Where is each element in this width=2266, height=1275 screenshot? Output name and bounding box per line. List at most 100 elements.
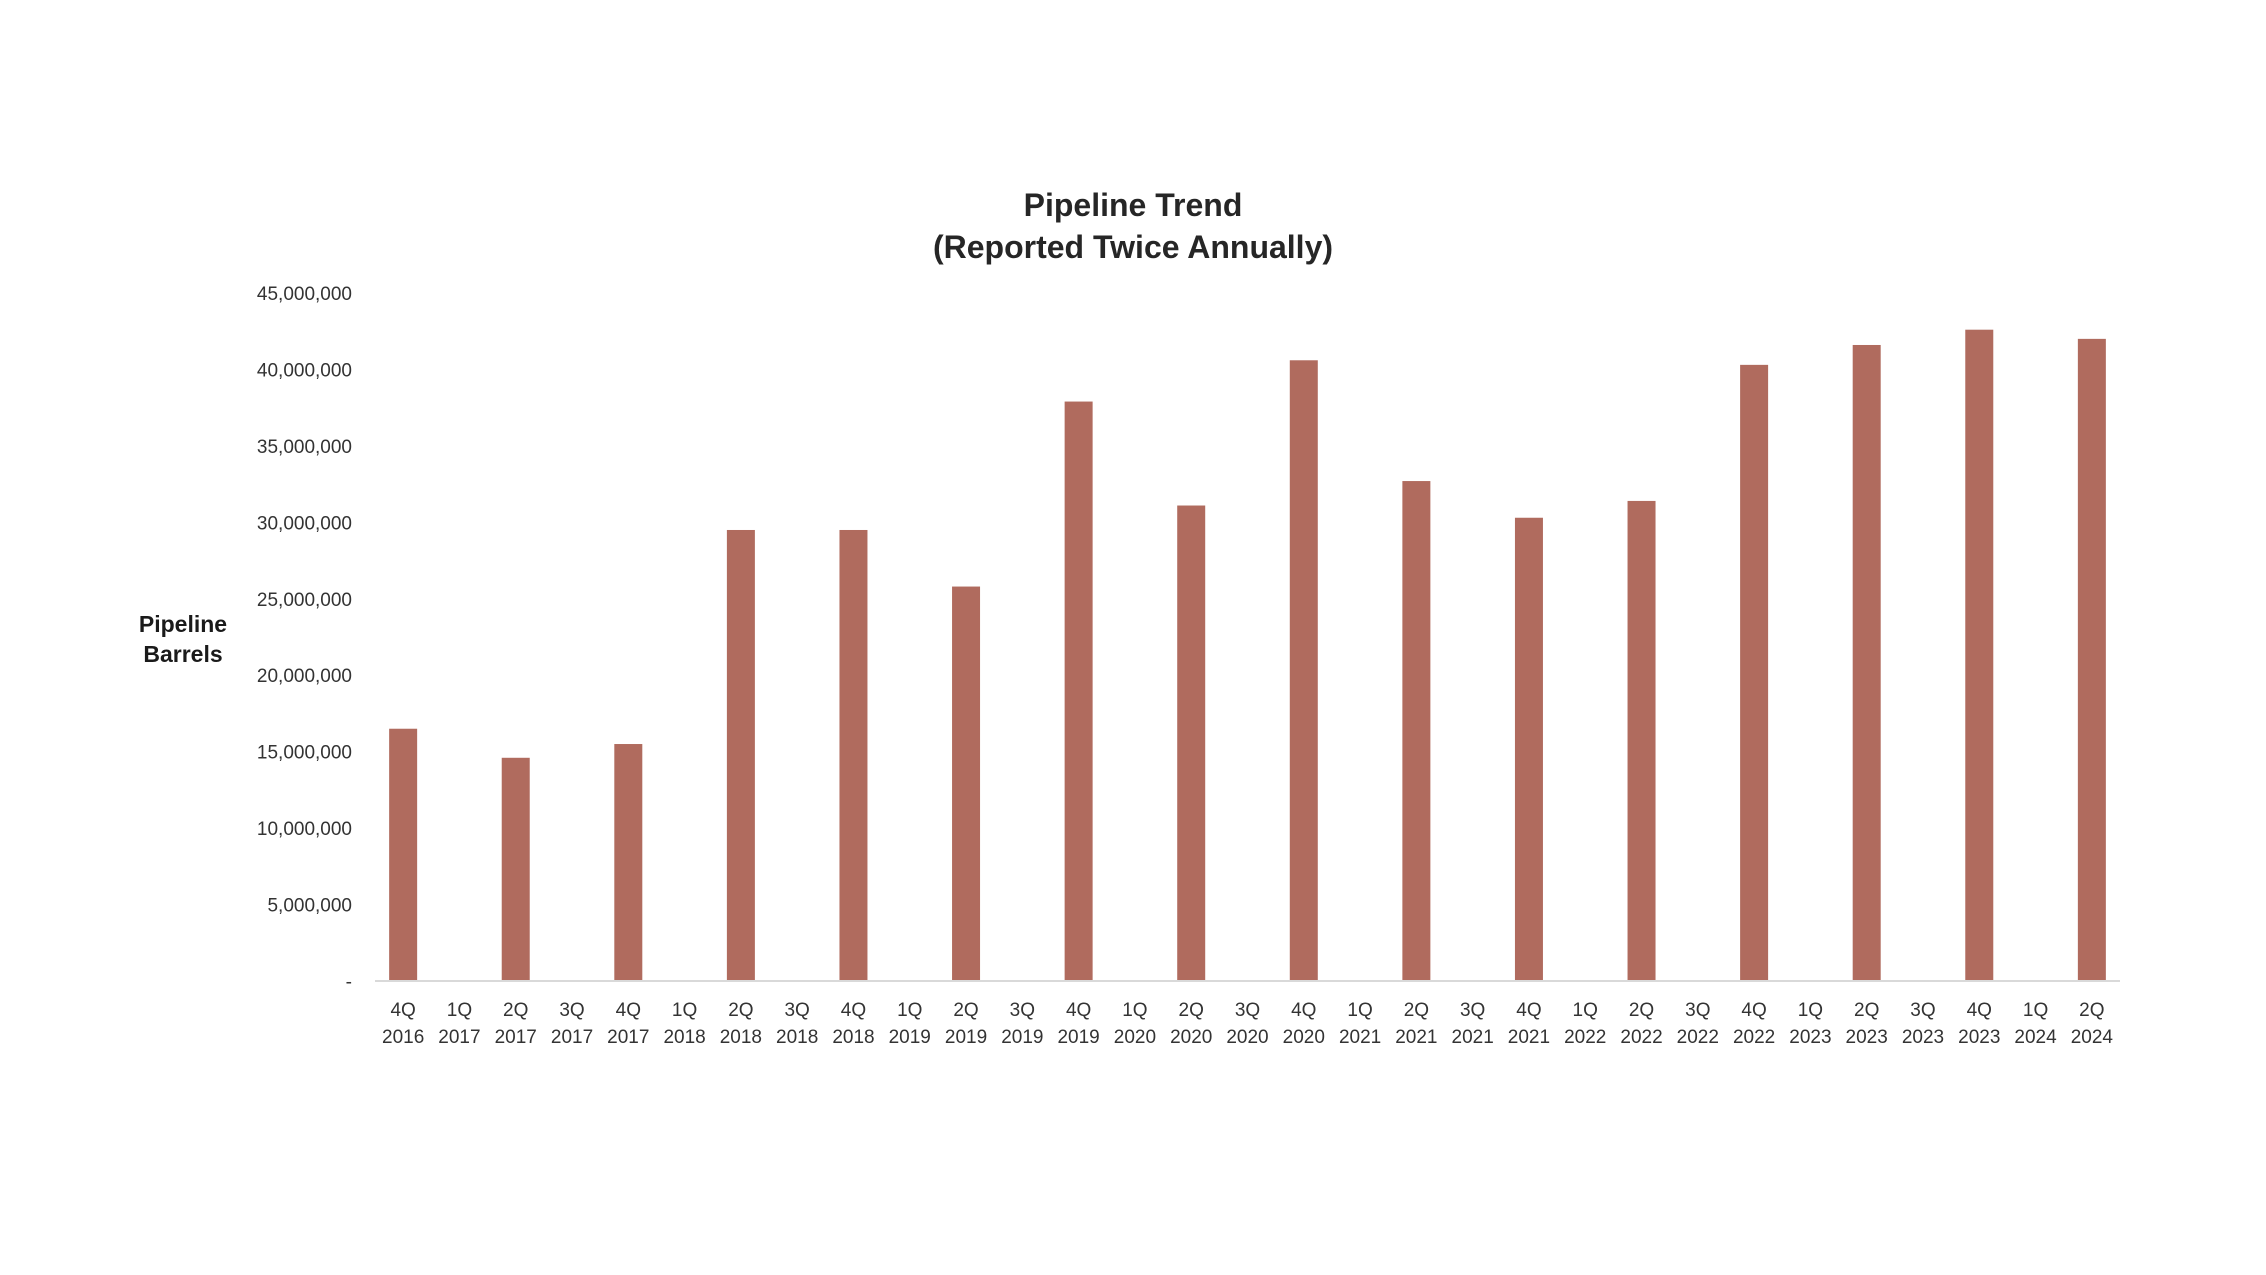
x-tick-quarter: 3Q xyxy=(784,1000,809,1021)
x-tick-year: 2021 xyxy=(1508,1027,1550,1048)
y-tick-label: 20,000,000 xyxy=(257,666,352,687)
bar xyxy=(726,529,755,981)
x-tick-year: 2020 xyxy=(1283,1027,1325,1048)
bar xyxy=(1177,505,1206,981)
x-tick-year: 2022 xyxy=(1677,1027,1719,1048)
x-tick-year: 2024 xyxy=(2071,1027,2114,1048)
y-axis-label-line-2: Barrels xyxy=(143,641,222,667)
y-tick-label: 5,000,000 xyxy=(267,896,352,917)
y-tick-label: 40,000,000 xyxy=(257,360,352,381)
bar-series xyxy=(389,329,2106,982)
x-tick-label: 4Q 2022 xyxy=(1733,1000,1775,1048)
x-tick-label: 1Q 2019 xyxy=(889,1000,931,1048)
x-tick-quarter: 1Q xyxy=(897,1000,922,1021)
x-tick-year: 2019 xyxy=(1057,1027,1099,1048)
x-tick-year: 2020 xyxy=(1226,1027,1268,1048)
x-tick-year: 2018 xyxy=(832,1027,874,1048)
x-tick-label: 3Q 2023 xyxy=(1902,1000,1944,1048)
x-tick-label: 3Q 2018 xyxy=(776,1000,818,1048)
bar xyxy=(1852,344,1881,982)
x-tick-year: 2023 xyxy=(1958,1027,2000,1048)
bar xyxy=(1965,329,1994,981)
x-tick-year: 2016 xyxy=(382,1027,424,1048)
x-tick-year: 2022 xyxy=(1564,1027,1606,1048)
chart-title-line-1: Pipeline Trend xyxy=(1024,187,1243,223)
x-tick-year: 2017 xyxy=(551,1027,593,1048)
x-tick-quarter: 2Q xyxy=(728,1000,753,1021)
x-tick-quarter: 4Q xyxy=(1516,1000,1541,1021)
x-tick-label: 3Q 2019 xyxy=(1001,1000,1043,1048)
y-tick-label: 35,000,000 xyxy=(257,437,352,458)
x-tick-year: 2023 xyxy=(1902,1027,1944,1048)
bar xyxy=(1289,360,1318,981)
bar xyxy=(1627,500,1656,981)
x-tick-quarter: 2Q xyxy=(2079,1000,2104,1021)
bar xyxy=(952,586,981,981)
x-tick-year: 2017 xyxy=(607,1027,649,1048)
x-tick-year: 2017 xyxy=(438,1027,480,1048)
y-tick-label: 10,000,000 xyxy=(257,819,352,840)
bar xyxy=(614,744,643,981)
x-tick-quarter: 3Q xyxy=(1910,1000,1935,1021)
x-tick-year: 2019 xyxy=(889,1027,931,1048)
bar xyxy=(839,529,868,981)
bar xyxy=(389,728,418,981)
x-tick-year: 2018 xyxy=(776,1027,818,1048)
x-tick-label: 1Q 2020 xyxy=(1114,1000,1156,1048)
x-tick-label: 3Q 2022 xyxy=(1677,1000,1719,1048)
x-axis-ticks: 4Q 2016 1Q 2017 2Q 2017 3Q 2017 4Q 2017 1Q 2018 2Q 20… xyxy=(382,1000,2113,1048)
bar xyxy=(2077,338,2106,981)
x-tick-label: 1Q 2024 xyxy=(2014,1000,2057,1048)
x-tick-label: 1Q 2023 xyxy=(1789,1000,1831,1048)
x-tick-quarter: 4Q xyxy=(390,1000,415,1021)
x-tick-label: 4Q 2020 xyxy=(1283,1000,1325,1048)
x-tick-quarter: 3Q xyxy=(1235,1000,1260,1021)
x-tick-year: 2021 xyxy=(1452,1027,1494,1048)
x-tick-year: 2020 xyxy=(1170,1027,1212,1048)
x-tick-label: 2Q 2022 xyxy=(1620,1000,1662,1048)
x-tick-quarter: 2Q xyxy=(1629,1000,1654,1021)
x-tick-label: 1Q 2022 xyxy=(1564,1000,1606,1048)
x-tick-quarter: 1Q xyxy=(1347,1000,1372,1021)
y-axis-label-line-1: Pipeline xyxy=(139,611,227,637)
x-tick-year: 2019 xyxy=(1001,1027,1043,1048)
x-tick-label: 1Q 2017 xyxy=(438,1000,480,1048)
y-axis-ticks: - 5,000,000 10,000,000 15,000,000 20,000,000… xyxy=(257,284,352,993)
x-tick-label: 2Q 2023 xyxy=(1846,1000,1888,1048)
x-tick-year: 2021 xyxy=(1395,1027,1437,1048)
x-tick-quarter: 4Q xyxy=(1066,1000,1091,1021)
x-tick-quarter: 2Q xyxy=(503,1000,528,1021)
x-tick-quarter: 1Q xyxy=(672,1000,697,1021)
x-tick-year: 2021 xyxy=(1339,1027,1381,1048)
x-tick-quarter: 3Q xyxy=(559,1000,584,1021)
bar xyxy=(1740,364,1769,981)
x-tick-quarter: 1Q xyxy=(1573,1000,1598,1021)
x-tick-year: 2018 xyxy=(663,1027,705,1048)
x-tick-quarter: 4Q xyxy=(1291,1000,1316,1021)
x-tick-label: 4Q 2019 xyxy=(1057,1000,1099,1048)
y-tick-label: 15,000,000 xyxy=(257,743,352,764)
x-tick-quarter: 2Q xyxy=(1179,1000,1204,1021)
x-tick-label: 4Q 2017 xyxy=(607,1000,649,1048)
x-tick-year: 2022 xyxy=(1620,1027,1662,1048)
x-tick-quarter: 2Q xyxy=(1854,1000,1879,1021)
x-tick-label: 1Q 2018 xyxy=(663,1000,705,1048)
x-tick-year: 2023 xyxy=(1846,1027,1888,1048)
bar xyxy=(1064,401,1093,981)
bar xyxy=(501,757,530,981)
x-tick-quarter: 4Q xyxy=(1741,1000,1766,1021)
x-tick-quarter: 4Q xyxy=(841,1000,866,1021)
x-tick-year: 2023 xyxy=(1789,1027,1831,1048)
chart-title: Pipeline Trend (Reported Twice Annually) xyxy=(933,187,1333,265)
x-tick-label: 2Q 2021 xyxy=(1395,1000,1437,1048)
x-tick-label: 3Q 2021 xyxy=(1452,1000,1494,1048)
x-tick-year: 2024 xyxy=(2014,1027,2057,1048)
y-tick-label: - xyxy=(346,972,352,993)
x-tick-label: 2Q 2017 xyxy=(495,1000,537,1048)
x-tick-year: 2017 xyxy=(495,1027,537,1048)
x-tick-quarter: 4Q xyxy=(616,1000,641,1021)
x-tick-label: 3Q 2017 xyxy=(551,1000,593,1048)
y-tick-label: 45,000,000 xyxy=(257,284,352,305)
x-tick-label: 2Q 2020 xyxy=(1170,1000,1212,1048)
